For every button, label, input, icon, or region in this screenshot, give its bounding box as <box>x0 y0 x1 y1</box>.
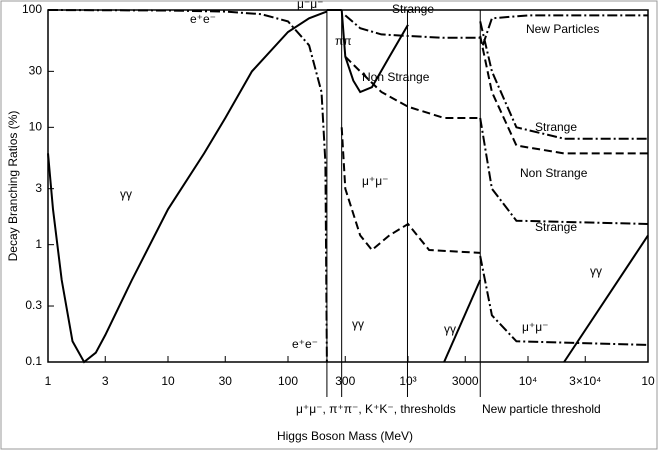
x-tick-label: 10 <box>161 374 175 388</box>
series-line <box>344 55 481 119</box>
y-tick-label: 1 <box>35 237 42 251</box>
y-tick-label: 100 <box>22 2 42 16</box>
y-axis-label: Decay Branching Ratios (%) <box>6 111 20 262</box>
series-label: μ⁺μ⁻ <box>522 320 549 334</box>
x-tick-label: 1 <box>45 374 52 388</box>
series-label: γγ <box>590 264 602 278</box>
series-line <box>479 21 648 140</box>
series-label: Strange <box>535 220 577 234</box>
y-tick-label: 30 <box>29 64 43 78</box>
x-tick-label: 3000 <box>452 374 479 388</box>
x-tick-label: 10 <box>641 374 655 388</box>
annotation: New particle threshold <box>482 402 601 416</box>
series-line <box>479 35 648 155</box>
annotation: e⁺e⁻ <box>292 337 318 351</box>
series-line <box>479 117 649 225</box>
series-line <box>479 255 649 346</box>
series-label: Non Strange <box>520 166 588 180</box>
series-line <box>47 9 328 363</box>
y-tick-label: 10 <box>29 120 43 134</box>
series-line <box>443 279 482 363</box>
series-label: γγ <box>120 187 132 201</box>
x-tick-label: 10⁴ <box>519 374 538 388</box>
series-label: μ⁻μ⁻ <box>297 0 324 11</box>
y-tick-label: 3 <box>35 181 42 195</box>
y-tick-label: 0.3 <box>25 298 42 312</box>
series-line <box>344 14 481 39</box>
annotation: μ⁺μ⁻, π⁺π⁻, K⁺K⁻, thresholds <box>296 402 456 416</box>
series-label: μ⁺μ⁻ <box>362 174 389 188</box>
x-tick-label: 300 <box>335 374 355 388</box>
annotation: γγ <box>352 317 364 331</box>
series-line <box>481 14 648 46</box>
x-tick-label: 3×10⁴ <box>569 374 601 388</box>
y-tick-label: 0.1 <box>25 354 42 368</box>
series-label: New Particles <box>526 22 599 36</box>
series-line <box>563 234 649 363</box>
x-axis-label: Higgs Boson Mass (MeV) <box>277 429 413 443</box>
series-label: Strange <box>535 120 577 134</box>
x-tick-label: 30 <box>219 374 233 388</box>
plot-area <box>47 9 649 363</box>
series-label: Strange <box>392 2 434 16</box>
x-tick-label: 3 <box>102 374 109 388</box>
series-line <box>47 10 328 364</box>
series-label: e⁺e⁻ <box>190 12 216 26</box>
x-tick-label: 100 <box>278 374 298 388</box>
x-tick-label: 10³ <box>399 374 416 388</box>
series-label: γγ <box>444 322 456 336</box>
